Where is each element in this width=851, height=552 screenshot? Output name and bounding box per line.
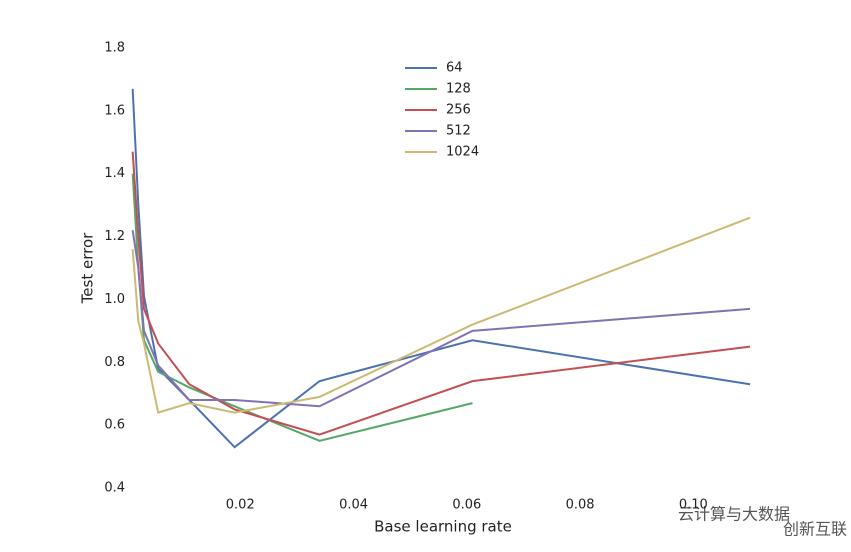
y-tick-label: 0.6 — [104, 418, 125, 433]
x-tick-label: 0.04 — [339, 498, 368, 513]
line — [131, 216, 751, 414]
x-tick-label: 0.08 — [566, 498, 595, 513]
y-tick-label: 1.8 — [104, 41, 125, 56]
legend-label: 64 — [446, 61, 463, 76]
y-tick-label: 0.4 — [104, 481, 125, 496]
y-axis-label: Test error — [79, 232, 97, 304]
legend-label: 1024 — [446, 145, 479, 160]
y-tick-label: 1.0 — [104, 292, 125, 307]
y-tick-label: 1.2 — [104, 229, 125, 244]
watermark: 云计算与大数据 — [678, 505, 790, 524]
legend-label: 256 — [446, 103, 471, 118]
x-tick-label: 0.10 — [679, 498, 708, 513]
y-tick-label: 0.8 — [104, 355, 125, 370]
line — [131, 151, 751, 436]
x-tick-label: 0.06 — [452, 498, 481, 513]
x-axis-label: Base learning rate — [374, 518, 512, 536]
y-tick-label: 1.6 — [104, 103, 125, 118]
legend-label: 512 — [446, 124, 471, 139]
legend-label: 128 — [446, 82, 471, 97]
line — [131, 230, 751, 408]
y-tick-label: 1.4 — [104, 166, 125, 181]
x-tick-label: 0.02 — [226, 498, 255, 513]
line — [131, 88, 751, 449]
watermark: 创新互联 — [783, 520, 847, 539]
